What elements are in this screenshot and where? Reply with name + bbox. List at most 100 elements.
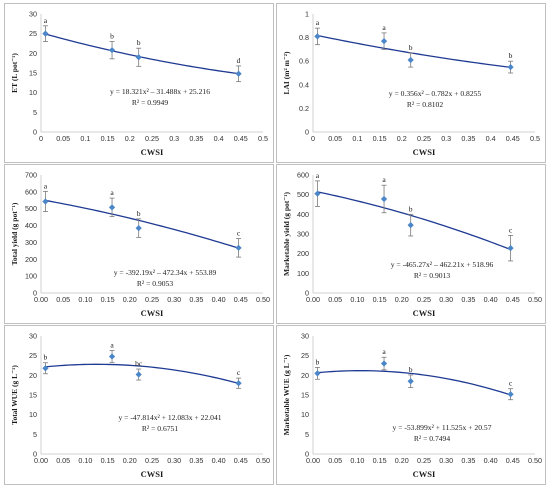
data-point-group: a [108,188,116,218]
x-tick-label: 0.40 [212,456,226,465]
x-tick-label: 0.50 [528,456,542,465]
chart-panel: 0.00 0.05 0.10 0.15 0.20 0.25 0.30 0.35 0.40 0.45… [4,325,274,485]
x-tick-label: 0.40 [484,456,498,465]
y-axis-title: ET (L pot⁻¹) [10,53,19,93]
x-tick-label: 0.35 [189,295,203,304]
y-tick-label: 0 [305,128,309,137]
data-point-group: a [314,171,321,207]
x-tick-label: 0.15 [101,295,115,304]
chart-svg: 0 0.05 0.1 0.15 0.2 0.25 0.3 0.35 0.4 0.45 0.5 0 5 10… [10,10,268,158]
x-tick-label: 0.45 [506,134,520,143]
x-tick-label: 0.05 [56,295,70,304]
chart-panel: 0.00 0.05 0.10 0.15 0.20 0.25 0.30 0.35 0.40 0.45… [276,164,546,324]
x-tick-label: 0.25 [145,295,159,304]
y-tick-label: 500 [25,204,37,213]
regression-equation: y = -47.814x² + 12.083x + 22.041 [118,413,221,422]
significance-letter: a [110,188,114,197]
x-tick-label: 0.25 [417,456,431,465]
chart-panel: 0.00 0.05 0.10 0.15 0.20 0.25 0.30 0.35 0.40 0.45… [4,164,274,324]
data-point-group: a [380,347,388,371]
r-squared: R² = 0.8102 [407,100,444,109]
x-tick-label: 0.2 [397,134,407,143]
x-tick-label: 0.50 [528,295,542,304]
x-tick-label: 0.20 [123,456,137,465]
x-tick-label: 0.45 [234,134,248,143]
y-tick-label: 15 [29,69,37,78]
x-tick-label: 0.35 [461,295,475,304]
r-squared: R² = 0.9949 [132,98,169,107]
fitted-curve [45,33,239,75]
x-tick-label: 0.40 [212,295,226,304]
y-tick-label: 30 [29,10,37,19]
chart-svg: 0.00 0.05 0.10 0.15 0.20 0.25 0.30 0.35 0.40 0.45… [282,171,542,319]
chart-svg: 0.00 0.05 0.10 0.15 0.20 0.25 0.30 0.35 0.40 0.45… [282,332,542,480]
data-point-group: b [135,209,142,238]
x-tick-label: 0.35 [461,134,475,143]
fitted-curve [317,191,511,251]
significance-letter: a [44,181,48,190]
data-point [407,378,414,385]
y-tick-label: 0.8 [299,33,309,42]
x-tick-label: 0.45 [506,456,520,465]
regression-equation: y = -392.19x² – 472.34x + 553.89 [114,268,217,277]
y-tick-label: 0.2 [299,104,309,113]
x-tick-label: 0.40 [484,295,498,304]
x-tick-label: 0.30 [439,295,453,304]
x-tick-label: 0.15 [101,134,115,143]
x-tick-label: 0 [311,134,315,143]
significance-letter: c [509,379,513,388]
fitted-curve [45,199,239,249]
y-tick-label: 5 [305,430,309,439]
y-tick-label: 0.6 [299,57,309,66]
significance-letter: b [316,357,320,366]
y-tick-label: 20 [29,371,37,380]
significance-letter: b [409,43,413,52]
data-point [407,56,414,64]
x-tick-label: 0.50 [256,456,270,465]
y-tick-label: 25 [29,29,37,38]
r-squared: R² = 0.9013 [414,271,451,280]
x-tick-label: 0.35 [461,456,475,465]
x-tick-label: 0.00 [306,456,320,465]
significance-letter: a [382,23,386,32]
x-tick-label: 0.30 [439,456,453,465]
y-tick-label: 100 [297,269,309,278]
y-tick-label: 0 [305,450,309,459]
data-point [235,244,242,251]
y-tick-label: 30 [301,332,309,341]
significance-letter: b [110,32,114,41]
y-tick-label: 0.4 [299,80,309,89]
data-point [314,33,321,40]
y-tick-label: 5 [33,108,37,117]
x-axis-title: CWSI [413,469,436,479]
data-point [407,222,414,229]
significance-letter: b [409,365,413,374]
x-axis-title: CWSI [141,469,164,479]
chart-svg: 0 0.05 0.1 0.15 0.2 0.25 0.3 0.35 0.4 0.45 0.5 0 0.2… [282,10,540,158]
data-point [507,245,514,252]
y-tick-label: 5 [33,430,37,439]
y-tick-label: 0 [305,289,309,298]
data-point [108,204,116,211]
x-tick-label: 0.20 [395,295,409,304]
x-tick-label: 0.00 [34,295,48,304]
x-tick-label: 0.30 [167,456,181,465]
data-point-group: b [108,32,116,60]
significance-letter: b [44,353,48,362]
data-point [135,224,142,232]
y-tick-label: 200 [25,255,37,264]
data-point-group: b [407,43,414,68]
y-tick-label: 15 [301,391,309,400]
fitted-curve [317,34,511,68]
y-tick-label: 0 [33,450,37,459]
x-tick-label: 0.05 [328,295,342,304]
data-point-group: a [42,181,49,212]
data-point-group: a [380,23,388,50]
data-point-group: c [507,225,514,262]
y-axis-title: LAI (m² m⁻²) [282,51,291,95]
significance-letter: a [316,18,320,27]
x-tick-label: 0.35 [189,134,203,143]
r-squared: R² = 0.9053 [137,279,174,288]
data-point [108,353,116,360]
data-point [314,370,321,377]
